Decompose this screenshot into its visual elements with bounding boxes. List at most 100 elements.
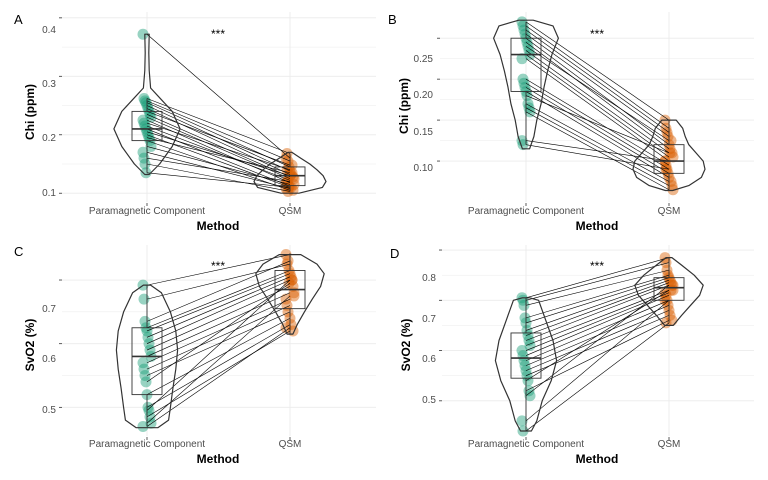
y-tick-label: 0.20: [414, 90, 434, 101]
violin-qsm: [253, 151, 327, 194]
data-point-paramagnetic: [516, 16, 528, 28]
paired-line: [525, 262, 670, 301]
data-point-qsm: [285, 181, 297, 193]
data-point-qsm: [667, 184, 679, 196]
paired-line: [146, 298, 291, 364]
data-point-paramagnetic: [516, 415, 528, 427]
paired-line: [525, 320, 670, 392]
data-point-paramagnetic: [138, 117, 150, 129]
paired-line: [525, 95, 670, 154]
y-tick-label: 0.15: [414, 127, 434, 138]
paired-line: [146, 273, 291, 332]
box-iqr-paramagnetic: [131, 110, 163, 142]
data-point-paramagnetic: [524, 106, 536, 118]
paired-line: [146, 122, 291, 171]
data-point-paramagnetic: [516, 345, 528, 357]
significance-label: ***: [211, 27, 225, 41]
data-point-paramagnetic: [518, 299, 530, 311]
paired-line: [525, 140, 670, 162]
paired-line: [146, 292, 291, 357]
x-tick-label-paramagnetic: Paramagnetic Component: [89, 439, 205, 450]
y-axis-title: SvO2 (%): [23, 319, 37, 372]
paired-line: [146, 317, 291, 395]
significance-label: ***: [590, 27, 604, 41]
paired-line: [525, 78, 670, 166]
data-point-qsm: [661, 126, 673, 138]
paired-line: [146, 111, 291, 166]
data-point-qsm: [661, 264, 673, 276]
significance-label: ***: [590, 259, 604, 273]
data-point-qsm: [664, 309, 676, 321]
plot-area-C: [59, 245, 376, 440]
paired-line: [146, 279, 291, 344]
y-axis-title: SvO2 (%): [399, 319, 413, 372]
x-tick-label-qsm: QSM: [658, 206, 681, 217]
data-point-qsm: [286, 274, 298, 286]
data-point-paramagnetic: [139, 370, 151, 382]
paired-line: [525, 300, 670, 422]
paired-line: [146, 33, 291, 159]
paired-line: [525, 29, 670, 133]
paired-line: [525, 33, 670, 137]
paired-line: [525, 21, 670, 121]
data-point-paramagnetic: [522, 40, 534, 52]
paired-line: [146, 125, 291, 181]
y-tick-label: 0.2: [42, 133, 56, 144]
paired-line: [525, 25, 670, 129]
panel-tag: D: [390, 246, 399, 261]
data-point-qsm: [667, 279, 679, 291]
paired-line: [525, 277, 670, 324]
y-tick-label: 0.5: [42, 405, 56, 416]
paired-line: [525, 87, 670, 174]
paired-line: [525, 144, 670, 170]
violin-paramagnetic: [494, 297, 558, 432]
data-point-paramagnetic: [142, 129, 154, 141]
data-point-paramagnetic: [140, 97, 152, 109]
data-point-paramagnetic: [142, 401, 154, 413]
paired-line: [146, 100, 291, 162]
violin-paramagnetic: [113, 33, 181, 176]
data-point-paramagnetic: [519, 360, 531, 372]
paired-line: [146, 327, 291, 427]
box-iqr-qsm: [653, 144, 685, 174]
paired-line: [146, 108, 291, 175]
data-point-qsm: [665, 176, 677, 188]
x-tick-label-paramagnetic: Paramagnetic Component: [468, 439, 584, 450]
box-iqr-paramagnetic: [510, 37, 542, 92]
data-point-qsm: [662, 299, 674, 311]
data-point-paramagnetic: [516, 53, 528, 65]
data-point-paramagnetic: [137, 28, 149, 40]
y-tick-label: 0.10: [414, 163, 434, 174]
data-point-qsm: [286, 159, 298, 171]
paired-line: [146, 260, 291, 322]
data-point-qsm: [288, 290, 300, 302]
paired-line: [146, 128, 291, 187]
panel-tag: A: [14, 12, 23, 27]
y-tick-label: 0.7: [42, 304, 56, 315]
data-point-paramagnetic: [518, 77, 530, 89]
data-point-paramagnetic: [137, 420, 149, 432]
x-tick-label-qsm: QSM: [279, 206, 302, 217]
paired-line: [525, 289, 670, 346]
box-iqr-paramagnetic: [510, 332, 542, 379]
paired-line: [525, 82, 670, 170]
data-point-paramagnetic: [143, 405, 155, 417]
x-axis-title: Method: [197, 452, 240, 466]
paired-line: [525, 107, 670, 186]
panel-D: D SvO2 (%) Method *** Paramagnetic Compo…: [390, 246, 680, 466]
plot-area-D: [439, 245, 754, 440]
data-point-paramagnetic: [137, 114, 149, 126]
data-point-paramagnetic: [140, 167, 152, 179]
box-iqr-qsm: [653, 277, 685, 301]
paired-line: [146, 276, 291, 338]
paired-line: [146, 279, 291, 411]
paired-line: [146, 282, 291, 383]
paired-line: [146, 152, 291, 189]
paired-line: [525, 282, 670, 336]
paired-line: [146, 324, 291, 408]
y-tick-label: 0.1: [42, 188, 56, 199]
y-tick-label: 0.5: [422, 395, 436, 406]
panel-tag: C: [14, 244, 23, 259]
x-tick-label-paramagnetic: Paramagnetic Component: [89, 206, 205, 217]
